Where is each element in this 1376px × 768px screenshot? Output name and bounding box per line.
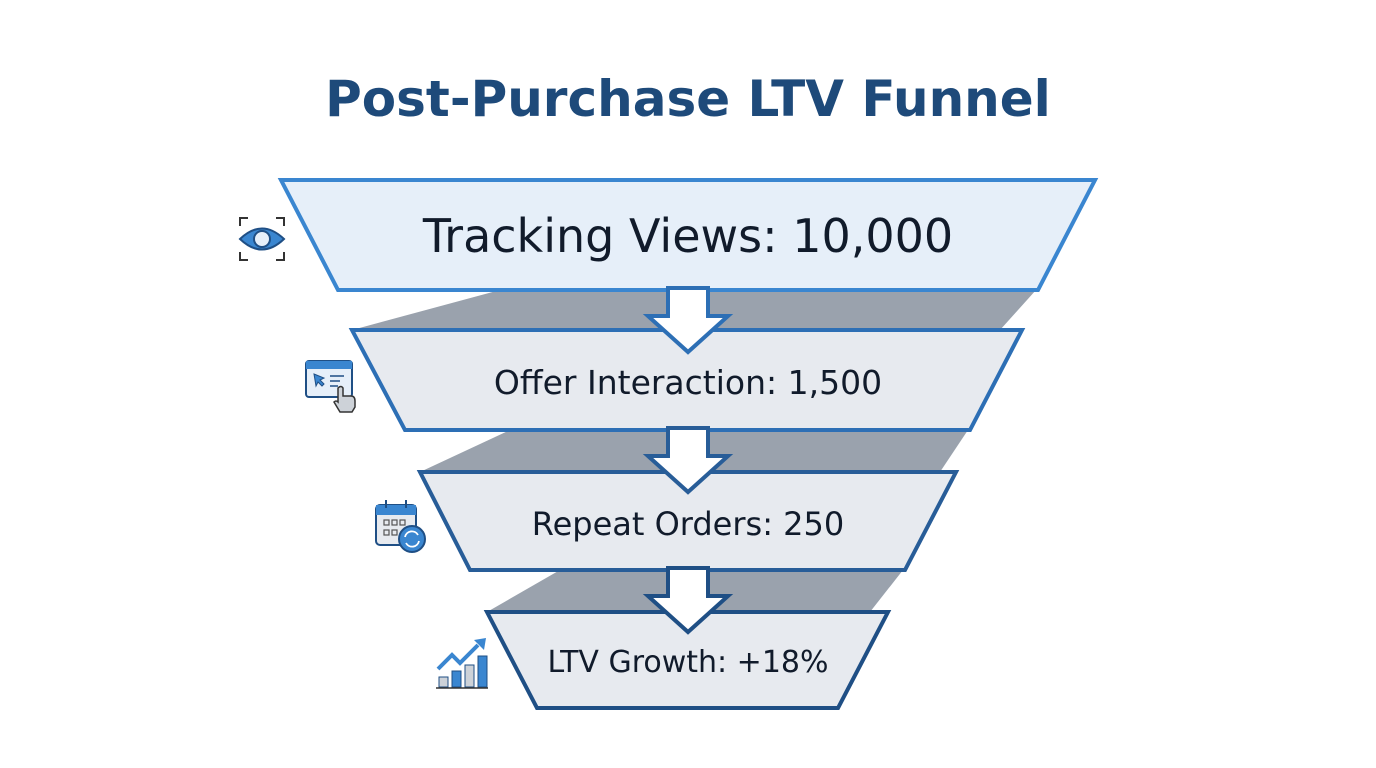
down-arrow-icon [642,426,734,495]
down-arrow-icon [642,566,734,635]
eye-icon [238,217,286,261]
stage-3-shape [416,470,960,572]
growth-chart-icon [436,638,488,689]
stage-2-label: Offer Interaction: 1,500 [494,363,882,402]
stage-1-label: Tracking Views: 10,000 [422,209,953,263]
calendar-repeat-icon [375,500,426,553]
stage-4-label: LTV Growth: +18% [547,645,828,680]
down-arrow-icon [642,286,734,355]
stage-4-shape [483,610,892,710]
stage-1-shape [277,178,1099,292]
diagram-title: Post-Purchase LTV Funnel [325,70,1051,128]
browser-click-icon [305,360,356,413]
stage-2-shape [348,328,1026,432]
stage-3-label: Repeat Orders: 250 [532,505,844,543]
